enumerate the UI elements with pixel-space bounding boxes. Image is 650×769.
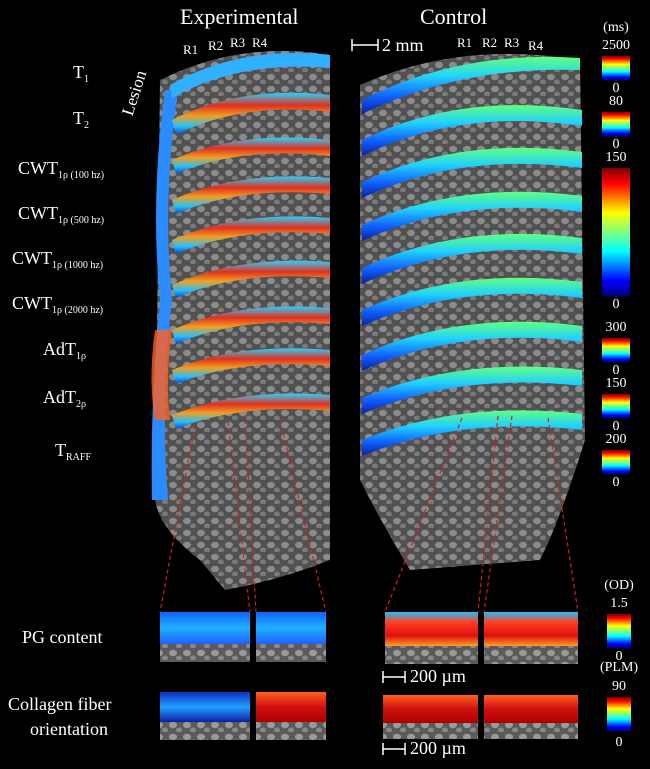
control-title: Control [420,4,488,29]
colorbar-3-max: 150 [605,150,627,165]
colorbar-7-min: 0 [615,649,623,664]
colorbar-1-max: 2500 [602,38,630,53]
row-label-cwt-1000: CWT1ρ (1000 hz) [12,248,104,271]
colorbar-6-max: 200 [605,432,627,447]
collagen-experimental [160,692,326,740]
region-r1-ctl: R1 [457,35,473,50]
region-r3-ctl: R3 [504,35,520,50]
colorbars [602,56,631,731]
colorbar-2-min: 0 [612,137,620,152]
colorbar-4 [602,338,630,362]
colorbar-5-max: 150 [605,376,627,391]
region-r4-exp: R4 [252,35,268,50]
region-r1-exp: R1 [183,42,199,57]
row-label-cwt-2000: CWT1ρ (2000 hz) [12,293,104,316]
control-bands [362,56,582,456]
colorbar-8-min: 0 [615,735,623,750]
row-label-cwt-500: CWT1ρ (500 hz) [18,203,105,226]
colorbar-4-min: 0 [612,363,620,378]
colorbar-8 [607,697,631,731]
pg-experimental [160,612,326,662]
row-label-collagen-2: orientation [30,719,108,739]
colorbar-7-unit: (OD) [604,578,634,593]
colorbar-1 [602,56,630,80]
colorbar-1-unit: (ms) [603,20,629,35]
colorbar-3 [602,168,630,296]
control-sample [360,53,585,571]
row-label-traff: TRAFF [55,440,92,463]
row-label-pg-content: PG content [22,627,103,647]
region-lines [159,415,579,613]
colorbar-5-min: 0 [612,419,620,434]
row-label-t2: T2 [73,108,89,131]
colorbar-2 [602,112,630,136]
collagen-control [383,695,578,739]
row-label-t1: T1 [73,62,89,85]
scale-bar-lines [351,39,406,755]
region-r3-exp: R3 [230,35,246,50]
colorbar-2-max: 80 [609,94,623,109]
colorbar-3-min: 0 [612,297,620,312]
region-r2-exp: R2 [208,38,224,53]
region-r2-ctl: R2 [482,35,498,50]
colorbar-6 [602,450,630,474]
row-label-adt1: AdT1ρ [43,339,86,362]
experimental-bands [170,53,330,429]
scale-bar-200um-1: 200 µm [410,666,466,686]
experimental-sample [151,50,330,591]
scale-bar-200um-2: 200 µm [410,738,466,758]
colorbar-8-max: 90 [612,679,626,694]
scale-bar-2mm: 2 mm [382,35,424,55]
row-label-collagen-1: Collagen fiber [8,694,112,714]
row-label-adt2: AdT2ρ [43,387,86,410]
colorbar-6-min: 0 [612,475,620,490]
region-r4-ctl: R4 [528,38,544,53]
colorbar-8-unit: (PLM) [599,660,639,675]
experimental-title: Experimental [180,4,299,29]
colorbar-7-max: 1.5 [610,596,628,611]
colorbar-4-max: 300 [605,320,627,335]
colorbar-7 [607,614,631,648]
row-label-cwt-100: CWT1ρ (100 hz) [18,158,105,181]
pg-control [385,612,578,664]
colorbar-1-min: 0 [612,81,620,96]
colorbar-5 [602,394,630,418]
